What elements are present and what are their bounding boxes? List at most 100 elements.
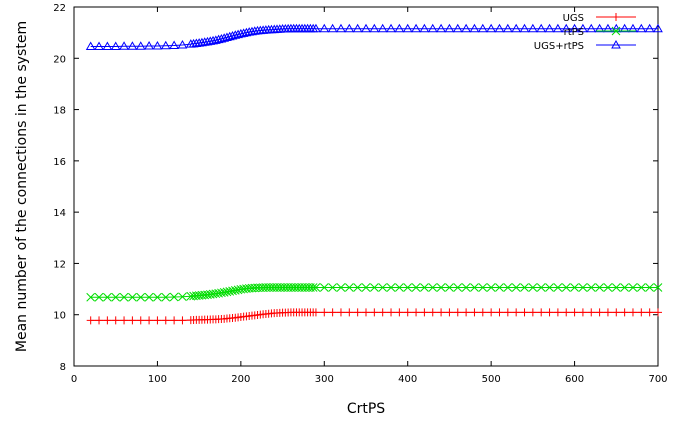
data-point [352,23,363,33]
y-axis-title: Mean number of the connections in the sy… [14,21,30,352]
data-point [311,23,321,33]
data-point [119,41,129,50]
data-point [537,308,546,317]
data-point [519,23,530,33]
legend-label: UGS [563,13,584,24]
data-point [595,308,604,317]
data-point [111,292,121,302]
y-tick-label: 22 [53,3,66,14]
data-point [230,30,241,39]
data-point [544,23,555,33]
data-point [361,23,371,33]
legend-label: rtPS [564,27,584,38]
data-point [586,283,596,292]
data-point [453,308,462,317]
data-point [227,30,238,40]
data-point [395,308,404,317]
data-point [362,308,370,317]
data-point [94,292,104,302]
data-point [427,23,438,33]
data-point [437,308,446,317]
data-point [495,308,504,317]
legend-marker [612,13,620,21]
data-point [216,33,227,43]
y-axis: 8 10 12 14 16 18 20 22 [53,3,658,373]
x-tick-label: 400 [398,374,417,385]
data-point [208,35,218,45]
data-point [170,316,179,325]
data-point [487,308,496,317]
data-point [570,283,579,292]
data-point [436,283,446,292]
data-point [587,308,596,317]
data-point [224,31,235,41]
y-tick-label: 18 [53,106,66,117]
data-point [486,23,497,33]
data-point [95,316,104,325]
data-point [420,308,429,317]
y-tick-label: 16 [53,157,66,168]
data-point [619,23,630,33]
data-point [178,316,187,325]
data-point [241,27,252,37]
data-point [594,23,605,33]
data-point [512,308,521,317]
data-point [452,23,463,33]
data-point [511,283,521,292]
data-point [202,36,213,46]
series-ugs-rtps [85,23,663,50]
data-point [403,308,412,317]
data-point [628,23,638,33]
data-point [103,316,112,325]
data-point [495,283,504,292]
data-point [319,23,330,33]
data-point [520,283,529,292]
data-point [128,316,137,325]
data-point [353,283,363,292]
data-point [336,23,346,33]
data-point [210,35,221,44]
data-point [612,308,621,317]
data-point [135,41,146,50]
data-point [222,287,232,297]
data-point [561,23,572,33]
x-tick-label: 600 [565,374,584,385]
data-point [653,283,663,292]
x-tick-label: 100 [148,374,167,385]
legend-label: UGS+rtPS [534,41,584,52]
data-point [344,283,354,292]
data-point [144,292,154,302]
data-point [177,39,188,49]
data-point [511,23,522,33]
data-point [545,308,554,317]
data-point [394,23,405,33]
series-layer [85,23,663,325]
y-tick-label: 8 [60,362,66,373]
data-point [419,23,430,33]
data-point [353,308,362,317]
data-point [528,283,538,292]
data-point [477,23,488,33]
data-point [586,23,597,33]
data-point [160,40,171,50]
data-point [136,292,146,302]
data-point [411,23,421,33]
data-point [110,41,121,50]
data-point [345,308,354,317]
series-ugs [86,308,662,325]
y-tick-label: 14 [53,208,66,219]
plot-frame [73,6,659,367]
data-point [444,23,455,33]
data-point [603,283,613,292]
data-point [553,283,563,292]
data-point [469,23,480,33]
data-point [412,308,421,317]
data-point [462,308,471,317]
data-point [654,308,662,317]
data-point [403,283,413,292]
data-point [436,23,446,33]
data-point [402,23,413,33]
x-tick-label: 300 [315,374,334,385]
x-axis: 0 100 200 300 400 500 600 700 [71,7,668,385]
